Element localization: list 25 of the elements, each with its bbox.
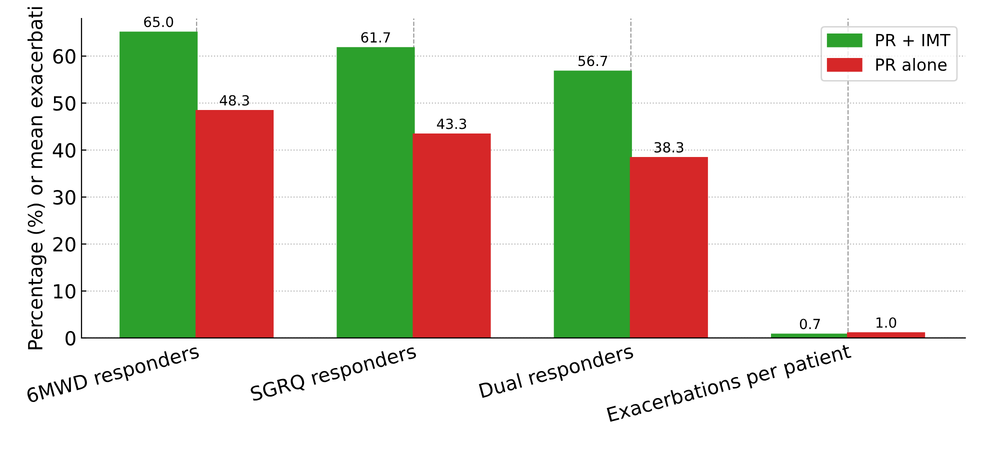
data-label: 65.0 [144,16,174,28]
bar [630,157,708,338]
legend-label: PR + IMT [876,34,950,46]
legend-label: PR alone [876,58,947,71]
bar [196,110,274,338]
data-label: 38.3 [654,142,684,153]
data-label: 0.7 [800,318,820,330]
y-tick-label: 30 [53,190,76,205]
y-tick-label: 50 [53,96,76,111]
data-label: 1.0 [876,317,896,328]
y-tick-label: 10 [54,284,76,299]
y-tick-label: 0 [66,330,76,346]
bar [554,70,632,338]
y-tick-label: 60 [53,49,76,64]
y-tick-label: 20 [53,236,76,252]
y-axis-title: Percentage (%) or mean exacerbati [28,7,46,350]
bar [120,32,198,338]
data-label: 43.3 [436,118,466,130]
data-label: 56.7 [578,56,608,66]
bar [847,332,926,338]
y-tick-label: 40 [52,143,76,158]
bar [336,47,415,338]
data-label: 48.3 [220,95,249,106]
data-label: 61.7 [361,32,390,43]
bar [412,134,491,338]
